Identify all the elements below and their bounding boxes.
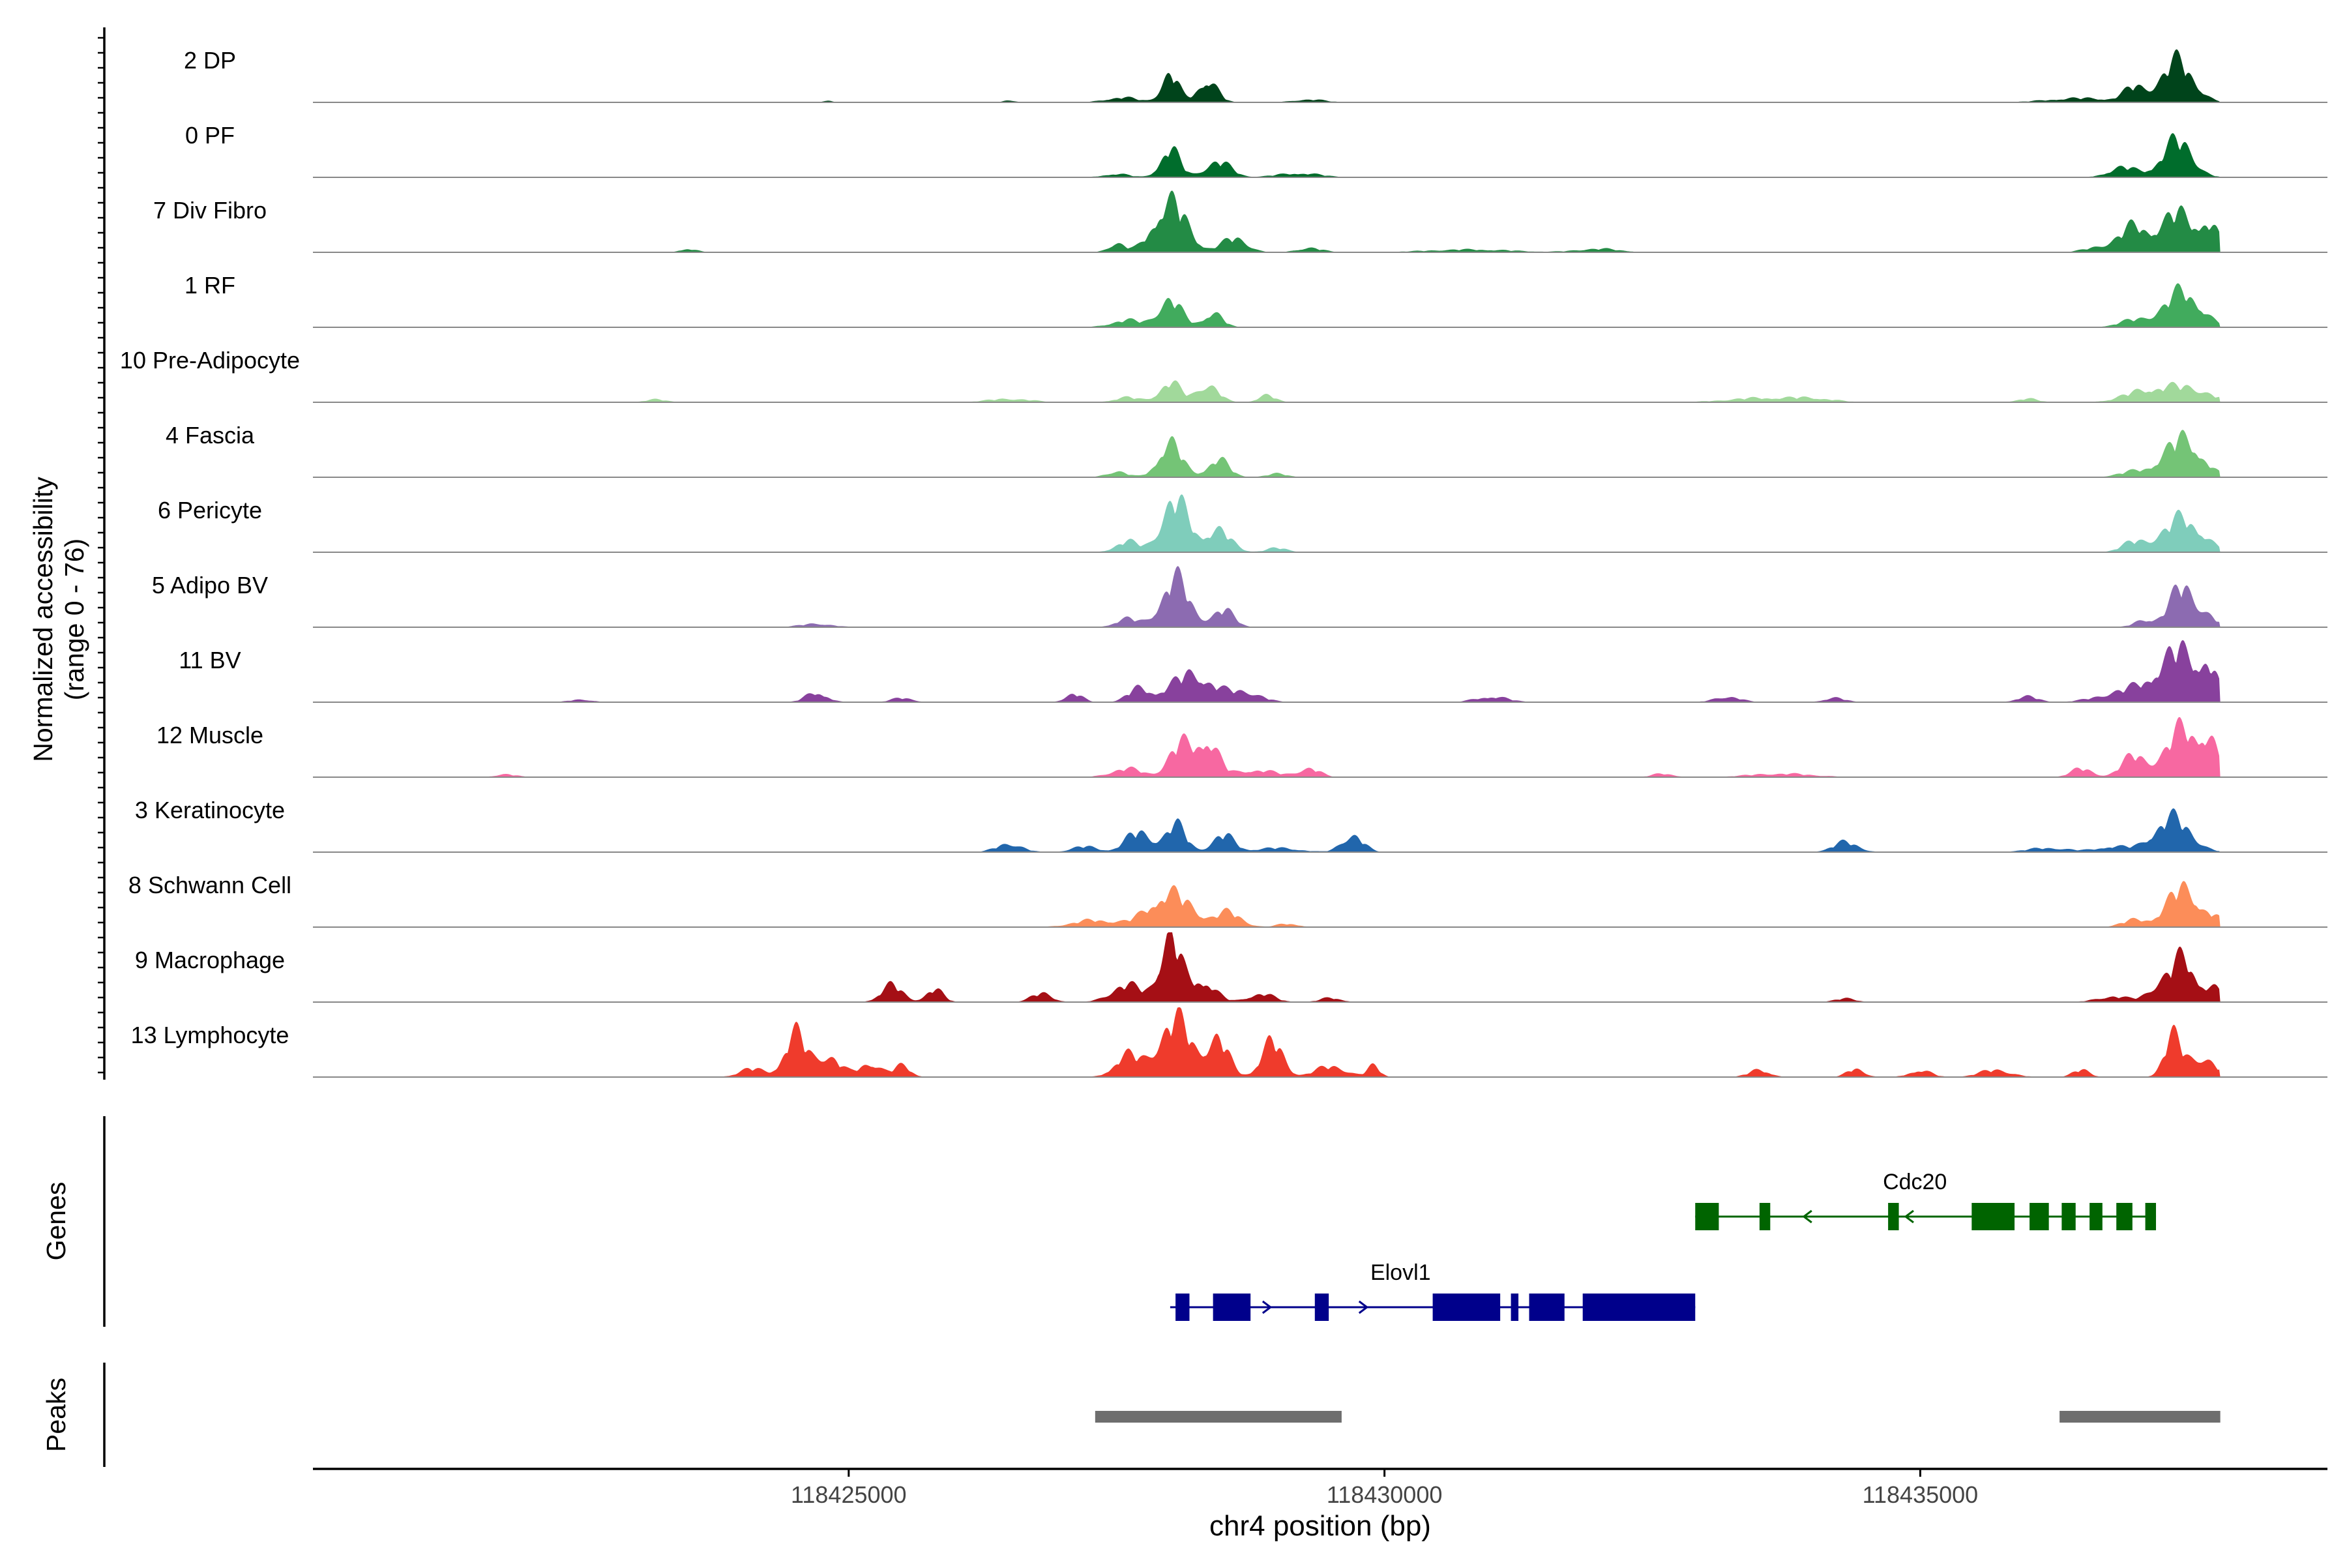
gene-model: Elovl1 [1170,1260,1696,1321]
gene-exon [1432,1294,1501,1321]
track-label: 13 Lymphocyte [131,1022,289,1048]
x-tick-label: 118430000 [1327,1481,1443,1508]
gene-exon [1529,1294,1565,1321]
gene-exon [1695,1203,1719,1230]
coverage-track: 1 RF [185,272,2327,328]
gene-exon [2030,1203,2049,1230]
coverage-track: 3 Keratinocyte [135,797,2327,853]
coverage-tracks: 2 DP 0 PF 7 Div Fibro 1 RF 10 Pre-Adipocyte 4… [120,47,2327,1078]
gene-exon [2089,1203,2103,1230]
coverage-area [313,640,2221,702]
coverage-track: 11 BV [179,640,2327,703]
peak-region [2059,1411,2221,1423]
gene-annotation-track: Cdc20 Elovl1 [1170,1170,2157,1321]
gene-exon [2145,1203,2157,1230]
coverage-track: 0 PF [185,122,2327,178]
coverage-track: 9 Macrophage [135,932,2327,1003]
gene-exon [1971,1203,2015,1230]
gene-exon [1582,1294,1696,1321]
track-label: 9 Macrophage [135,947,285,973]
track-label: 4 Fascia [166,422,255,449]
peaks-axis-label: Peaks [41,1378,71,1452]
gene-label: Elovl1 [1370,1260,1431,1285]
gene-exon [1213,1294,1251,1321]
track-label: 12 Muscle [156,722,263,748]
track-label: 5 Adipo BV [152,572,268,599]
strand-arrow [1802,1209,1812,1224]
strand-arrow [1904,1209,1914,1224]
genes-axis-label: Genes [41,1182,71,1261]
strand-arrow [1262,1300,1273,1314]
track-label: 1 RF [185,272,235,299]
y-axis-range-label: (range 0 - 76) [59,539,89,700]
coverage-track: 10 Pre-Adipocyte [120,347,2327,403]
gene-model: Cdc20 [1695,1170,2157,1230]
coverage-track: 4 Fascia [166,422,2327,478]
gene-exon [2061,1203,2076,1230]
coverage-track: 12 Muscle [156,717,2327,778]
coverage-area [313,1007,2221,1077]
coverage-area [313,380,2221,402]
x-tick-label: 118425000 [791,1481,907,1508]
peak-region [1095,1411,1342,1423]
gene-exon [2116,1203,2133,1230]
peak-region-track [1095,1411,2221,1423]
track-label: 11 BV [179,647,241,673]
gene-exon [1888,1203,1899,1230]
coverage-track: 7 Div Fibro [153,190,2327,253]
coverage-track: 13 Lymphocyte [131,1007,2327,1078]
track-label: 6 Pericyte [158,497,262,524]
coverage-track: 2 DP [184,47,2327,103]
track-label: 10 Pre-Adipocyte [120,347,300,374]
coverage-track: 6 Pericyte [158,494,2327,553]
track-label: 7 Div Fibro [153,197,267,224]
x-tick-label: 118435000 [1863,1481,1979,1508]
track-label: 0 PF [185,122,235,149]
gene-label: Cdc20 [1883,1170,1947,1194]
gene-exon [1759,1203,1771,1230]
track-label: 8 Schwann Cell [128,872,291,898]
coverage-track: 5 Adipo BV [152,566,2327,628]
strand-arrow [1358,1300,1369,1314]
track-label: 3 Keratinocyte [135,797,285,823]
x-axis-ticks: 118425000 118430000 118435000 [791,1469,1978,1508]
y-axis-label: Normalized accessibility [28,477,58,762]
gene-exon [1175,1294,1190,1321]
gene-exon [1511,1294,1519,1321]
track-label: 2 DP [184,47,236,74]
gene-exon [1314,1294,1329,1321]
coverage-track: 8 Schwann Cell [128,872,2327,928]
x-axis-label: chr4 position (bp) [1209,1510,1431,1542]
